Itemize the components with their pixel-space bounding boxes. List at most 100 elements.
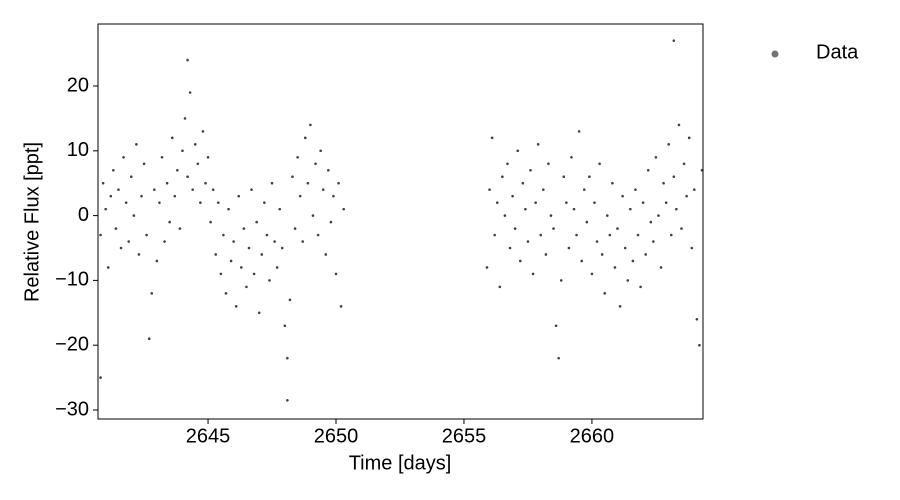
- data-point: [621, 194, 624, 198]
- data-point: [170, 136, 174, 140]
- y-tick-label: 0: [78, 204, 89, 226]
- data-point: [664, 201, 668, 204]
- data-point: [275, 266, 279, 269]
- data-point: [567, 246, 571, 250]
- data-point: [539, 233, 543, 237]
- data-point: [629, 207, 632, 211]
- data-point: [319, 149, 322, 153]
- data-point: [675, 207, 678, 211]
- data-point: [119, 246, 123, 250]
- data-point: [229, 259, 233, 263]
- data-point: [199, 201, 202, 204]
- data-point: [695, 317, 699, 321]
- data-point: [273, 240, 276, 243]
- data-point: [99, 376, 102, 379]
- data-point: [109, 194, 113, 198]
- data-point: [140, 194, 143, 198]
- data-point: [623, 246, 627, 250]
- data-point: [329, 220, 333, 224]
- data-point: [129, 175, 133, 179]
- data-point: [342, 207, 345, 211]
- data-point: [224, 292, 228, 295]
- data-point: [634, 188, 637, 191]
- data-point: [257, 311, 261, 315]
- data-point: [631, 259, 635, 263]
- data-point: [570, 155, 573, 159]
- data-point: [498, 285, 502, 289]
- data-point: [672, 39, 676, 42]
- data-point: [654, 155, 658, 159]
- data-point: [644, 253, 647, 256]
- data-point: [153, 188, 156, 191]
- data-point: [557, 356, 560, 360]
- data-point: [513, 227, 517, 230]
- data-point: [552, 227, 555, 230]
- data-point: [590, 272, 594, 276]
- data-point: [135, 143, 138, 146]
- data-point: [291, 175, 294, 179]
- data-point: [332, 194, 335, 198]
- legend-label: Data: [816, 41, 859, 63]
- data-point: [559, 279, 563, 282]
- x-tick-label: 2660: [570, 425, 615, 447]
- data-point: [112, 168, 115, 172]
- data-point: [191, 188, 194, 191]
- data-point: [245, 285, 248, 289]
- data-point: [255, 220, 258, 224]
- y-tick-label: 20: [67, 74, 89, 96]
- data-point: [605, 214, 609, 217]
- data-point: [296, 155, 299, 159]
- data-point: [293, 227, 297, 230]
- data-point: [311, 214, 315, 217]
- data-point: [488, 188, 491, 191]
- data-point: [163, 240, 166, 243]
- data-point: [490, 136, 494, 140]
- data-point: [565, 201, 568, 204]
- data-point: [303, 136, 307, 140]
- data-point: [260, 253, 264, 256]
- data-point: [611, 181, 614, 185]
- data-point: [549, 214, 553, 217]
- data-point: [211, 188, 215, 191]
- y-tick-label: −10: [55, 269, 89, 291]
- data-point: [577, 130, 581, 133]
- data-point: [240, 266, 243, 269]
- data-point: [278, 207, 282, 211]
- data-point: [101, 181, 105, 185]
- data-point: [506, 162, 509, 166]
- data-point: [301, 240, 305, 243]
- data-point: [503, 214, 507, 217]
- data-point: [518, 259, 522, 263]
- data-point: [150, 292, 154, 295]
- data-point: [250, 188, 253, 191]
- data-point: [327, 168, 330, 172]
- data-point: [521, 181, 525, 185]
- data-point: [662, 181, 665, 185]
- data-point: [127, 240, 131, 243]
- data-point: [176, 168, 179, 172]
- data-point: [687, 136, 691, 140]
- data-point: [232, 240, 235, 243]
- data-point: [593, 201, 596, 204]
- data-point: [137, 253, 141, 256]
- data-point: [700, 168, 704, 172]
- data-point: [657, 214, 660, 217]
- data-point: [280, 246, 284, 250]
- data-point: [562, 175, 566, 179]
- data-point: [227, 207, 230, 211]
- data-point: [639, 285, 642, 289]
- data-point: [165, 181, 169, 185]
- data-point: [588, 175, 591, 179]
- data-point: [692, 188, 696, 191]
- data-point: [531, 272, 535, 276]
- data-point: [114, 227, 118, 230]
- data-point: [178, 227, 182, 230]
- data-point: [646, 168, 650, 172]
- data-point: [580, 259, 583, 263]
- data-point: [234, 305, 238, 308]
- data-point: [534, 201, 537, 204]
- data-point: [636, 233, 640, 237]
- data-point: [288, 298, 292, 302]
- data-point: [214, 253, 218, 256]
- data-point: [247, 246, 251, 250]
